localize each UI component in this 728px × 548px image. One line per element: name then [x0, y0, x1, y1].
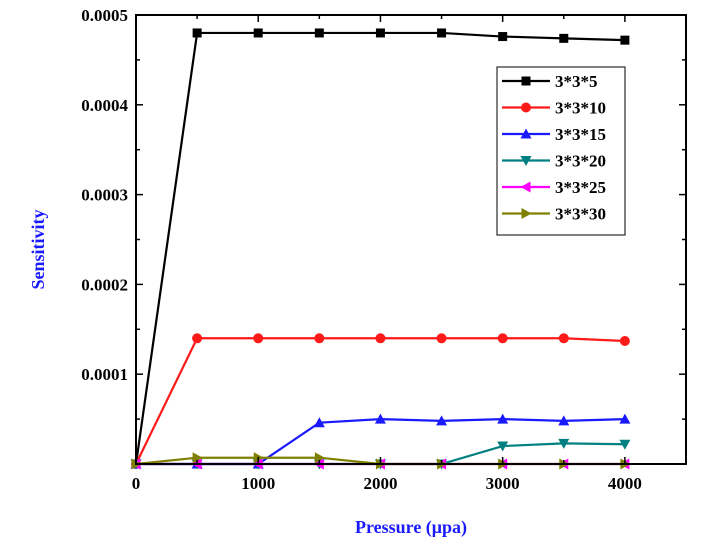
data-point	[619, 439, 631, 450]
x-axis-title: Pressure (μpa)	[355, 517, 467, 538]
legend: 3*3*5 3*3*10 3*3*15 3*3*20 3*3*25 3*3*30	[496, 66, 626, 236]
data-point	[313, 417, 325, 428]
legend-label: 3*3*30	[555, 205, 606, 224]
data-point	[497, 333, 508, 344]
data-point	[520, 128, 532, 139]
y-tick-label: 0.0003	[81, 186, 128, 205]
data-point	[374, 413, 386, 424]
data-point	[559, 33, 569, 43]
legend-item: 3*3*30	[502, 205, 606, 224]
data-point	[436, 415, 448, 426]
legend-label: 3*3*25	[555, 178, 606, 197]
legend-label: 3*3*15	[555, 125, 606, 144]
data-point	[620, 35, 630, 45]
data-point	[314, 452, 325, 464]
data-point	[558, 333, 569, 344]
data-point	[375, 28, 385, 38]
data-point	[192, 452, 203, 464]
legend-label: 3*3*5	[555, 72, 598, 91]
data-point	[520, 181, 531, 193]
legend-item: 3*3*10	[502, 99, 606, 118]
x-tick-label: 0	[132, 474, 141, 493]
legend-item: 3*3*20	[502, 152, 606, 171]
data-point	[497, 441, 509, 452]
x-tick-label: 4000	[608, 474, 642, 493]
data-point	[314, 28, 324, 38]
data-point	[520, 156, 532, 166]
legend-item: 3*3*15	[502, 125, 606, 144]
y-tick-label: 0.0001	[81, 365, 128, 384]
y-tick-label: 0.0004	[81, 96, 128, 115]
y-axis-title: Sensitivity	[28, 209, 48, 289]
data-point	[437, 28, 447, 38]
x-tick-label: 2000	[363, 474, 397, 493]
legend-label: 3*3*20	[555, 152, 606, 171]
data-point	[498, 32, 508, 42]
data-point	[497, 413, 509, 424]
series-line	[135, 337, 625, 465]
data-point	[558, 415, 570, 426]
data-point	[521, 208, 532, 219]
y-tick-label: 0.0002	[81, 275, 128, 294]
x-tick-label: 1000	[241, 474, 275, 493]
data-point	[521, 76, 531, 86]
legend-box	[496, 66, 626, 236]
legend-label: 3*3*10	[555, 99, 606, 118]
legend-item: 3*3*25	[502, 178, 606, 197]
y-tick-label: 0.0005	[81, 6, 128, 25]
data-point	[619, 413, 631, 424]
data-point	[375, 333, 386, 344]
data-point	[558, 438, 570, 449]
x-tick-label: 3000	[486, 474, 520, 493]
data-point	[253, 333, 264, 344]
data-point	[521, 102, 531, 113]
series-2	[131, 333, 630, 469]
data-point	[619, 335, 630, 346]
legend-item: 3*3*5	[502, 72, 598, 91]
data-point	[436, 333, 447, 344]
data-point	[253, 28, 263, 38]
axes-layer: 0 1000 2000 3000 4000 0.0001 0.0002 0.0003 0.000…	[81, 6, 687, 493]
data-point	[192, 28, 202, 38]
data-point	[314, 333, 325, 344]
data-point	[192, 333, 203, 344]
